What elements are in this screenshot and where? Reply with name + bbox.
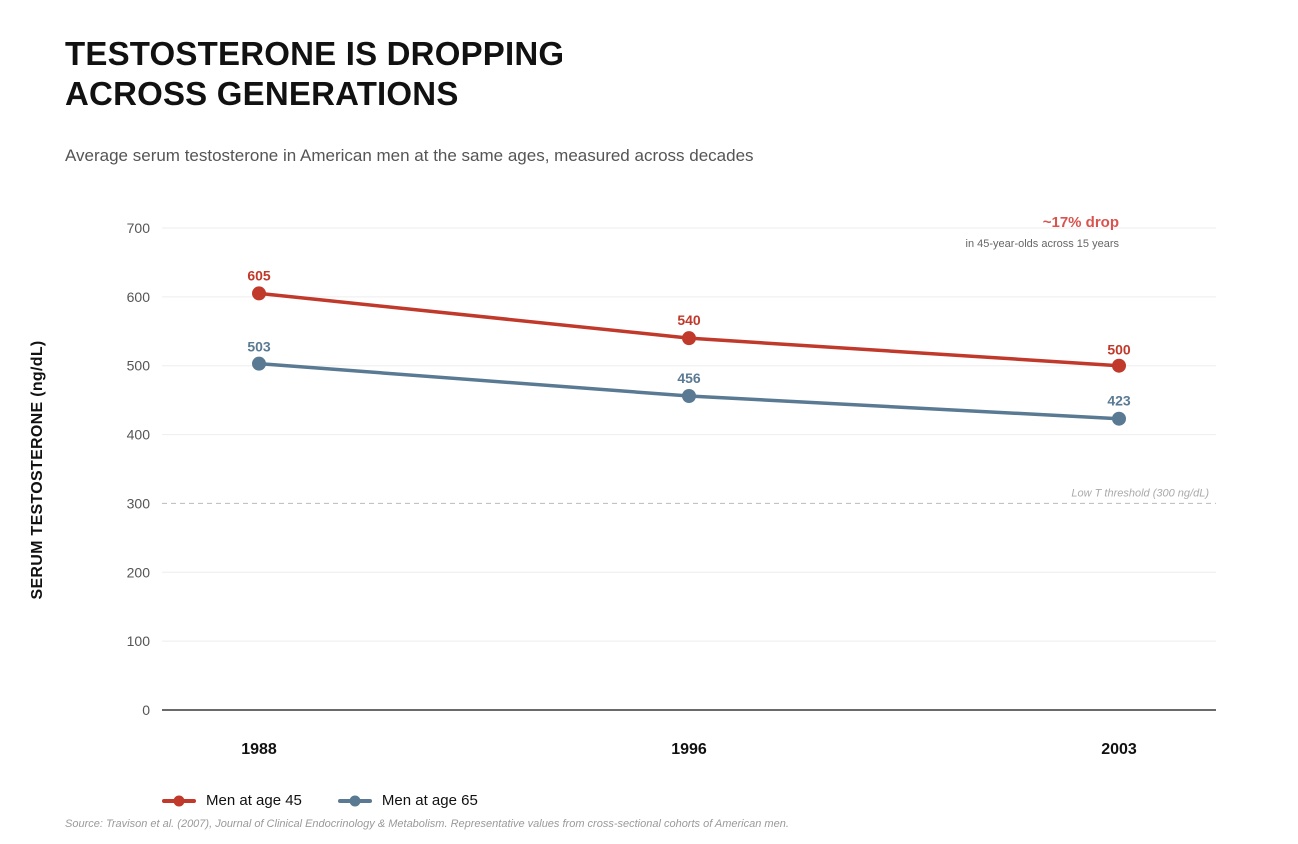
chart-title-line-1: TESTOSTERONE IS DROPPING	[65, 35, 565, 72]
data-label-s2-2003: 423	[1107, 393, 1131, 409]
chart-title: TESTOSTERONE IS DROPPING ACROSS GENERATI…	[65, 34, 564, 114]
y-tick-label-300: 300	[127, 495, 151, 511]
x-tick-label-2003: 2003	[1101, 741, 1137, 758]
data-point-s1-2003	[1112, 358, 1126, 373]
threshold-label: Low T threshold (300 ng/dL)	[1071, 487, 1209, 499]
line-chart: 0 100 200 300 400 500 600 700 Low T threshold (3…	[127, 214, 1216, 758]
legend-label-age-65: Men at age 65	[381, 792, 478, 809]
y-tick-label-400: 400	[127, 427, 151, 443]
y-tick-label-100: 100	[127, 633, 151, 649]
x-tick-label-1996: 1996	[671, 741, 707, 758]
x-tick-label-1988: 1988	[241, 741, 277, 758]
legend-label-age-45: Men at age 45	[206, 792, 302, 809]
chart-subtitle: Average serum testosterone in American m…	[65, 146, 754, 165]
data-label-s1-1996: 540	[677, 312, 701, 328]
y-tick-label-700: 700	[127, 220, 151, 236]
y-tick-label-500: 500	[127, 358, 151, 374]
data-point-s2-1988	[252, 356, 266, 371]
legend-swatch-age-45	[162, 795, 196, 806]
annotation-detail: in 45-year-olds across 15 years	[966, 238, 1120, 250]
series-line-1	[257, 291, 1121, 368]
legend-item-age-45: Men at age 45	[162, 792, 302, 809]
y-tick-label-200: 200	[127, 564, 151, 580]
legend-swatch-age-65	[337, 795, 372, 806]
data-label-s2-1996: 456	[677, 370, 701, 386]
legend-item-age-65: Men at age 65	[337, 792, 478, 809]
data-point-s2-1996	[682, 389, 696, 404]
source-note: Source: Travison et al. (2007), Journal …	[65, 818, 789, 830]
y-tick-label-600: 600	[127, 289, 151, 305]
annotation-headline: ~17% drop	[1043, 214, 1119, 231]
data-label-s1-1988: 605	[247, 267, 271, 283]
data-point-s1-1996	[682, 331, 696, 346]
data-point-s1-1988	[252, 286, 266, 301]
data-label-s2-1988: 503	[247, 339, 271, 355]
legend: Men at age 45 Men at age 65	[162, 792, 478, 809]
y-tick-label-0: 0	[142, 702, 150, 718]
data-point-s2-2003	[1112, 411, 1126, 426]
chart-title-line-2: ACROSS GENERATIONS	[65, 75, 459, 112]
data-label-s1-2003: 500	[1107, 342, 1131, 358]
